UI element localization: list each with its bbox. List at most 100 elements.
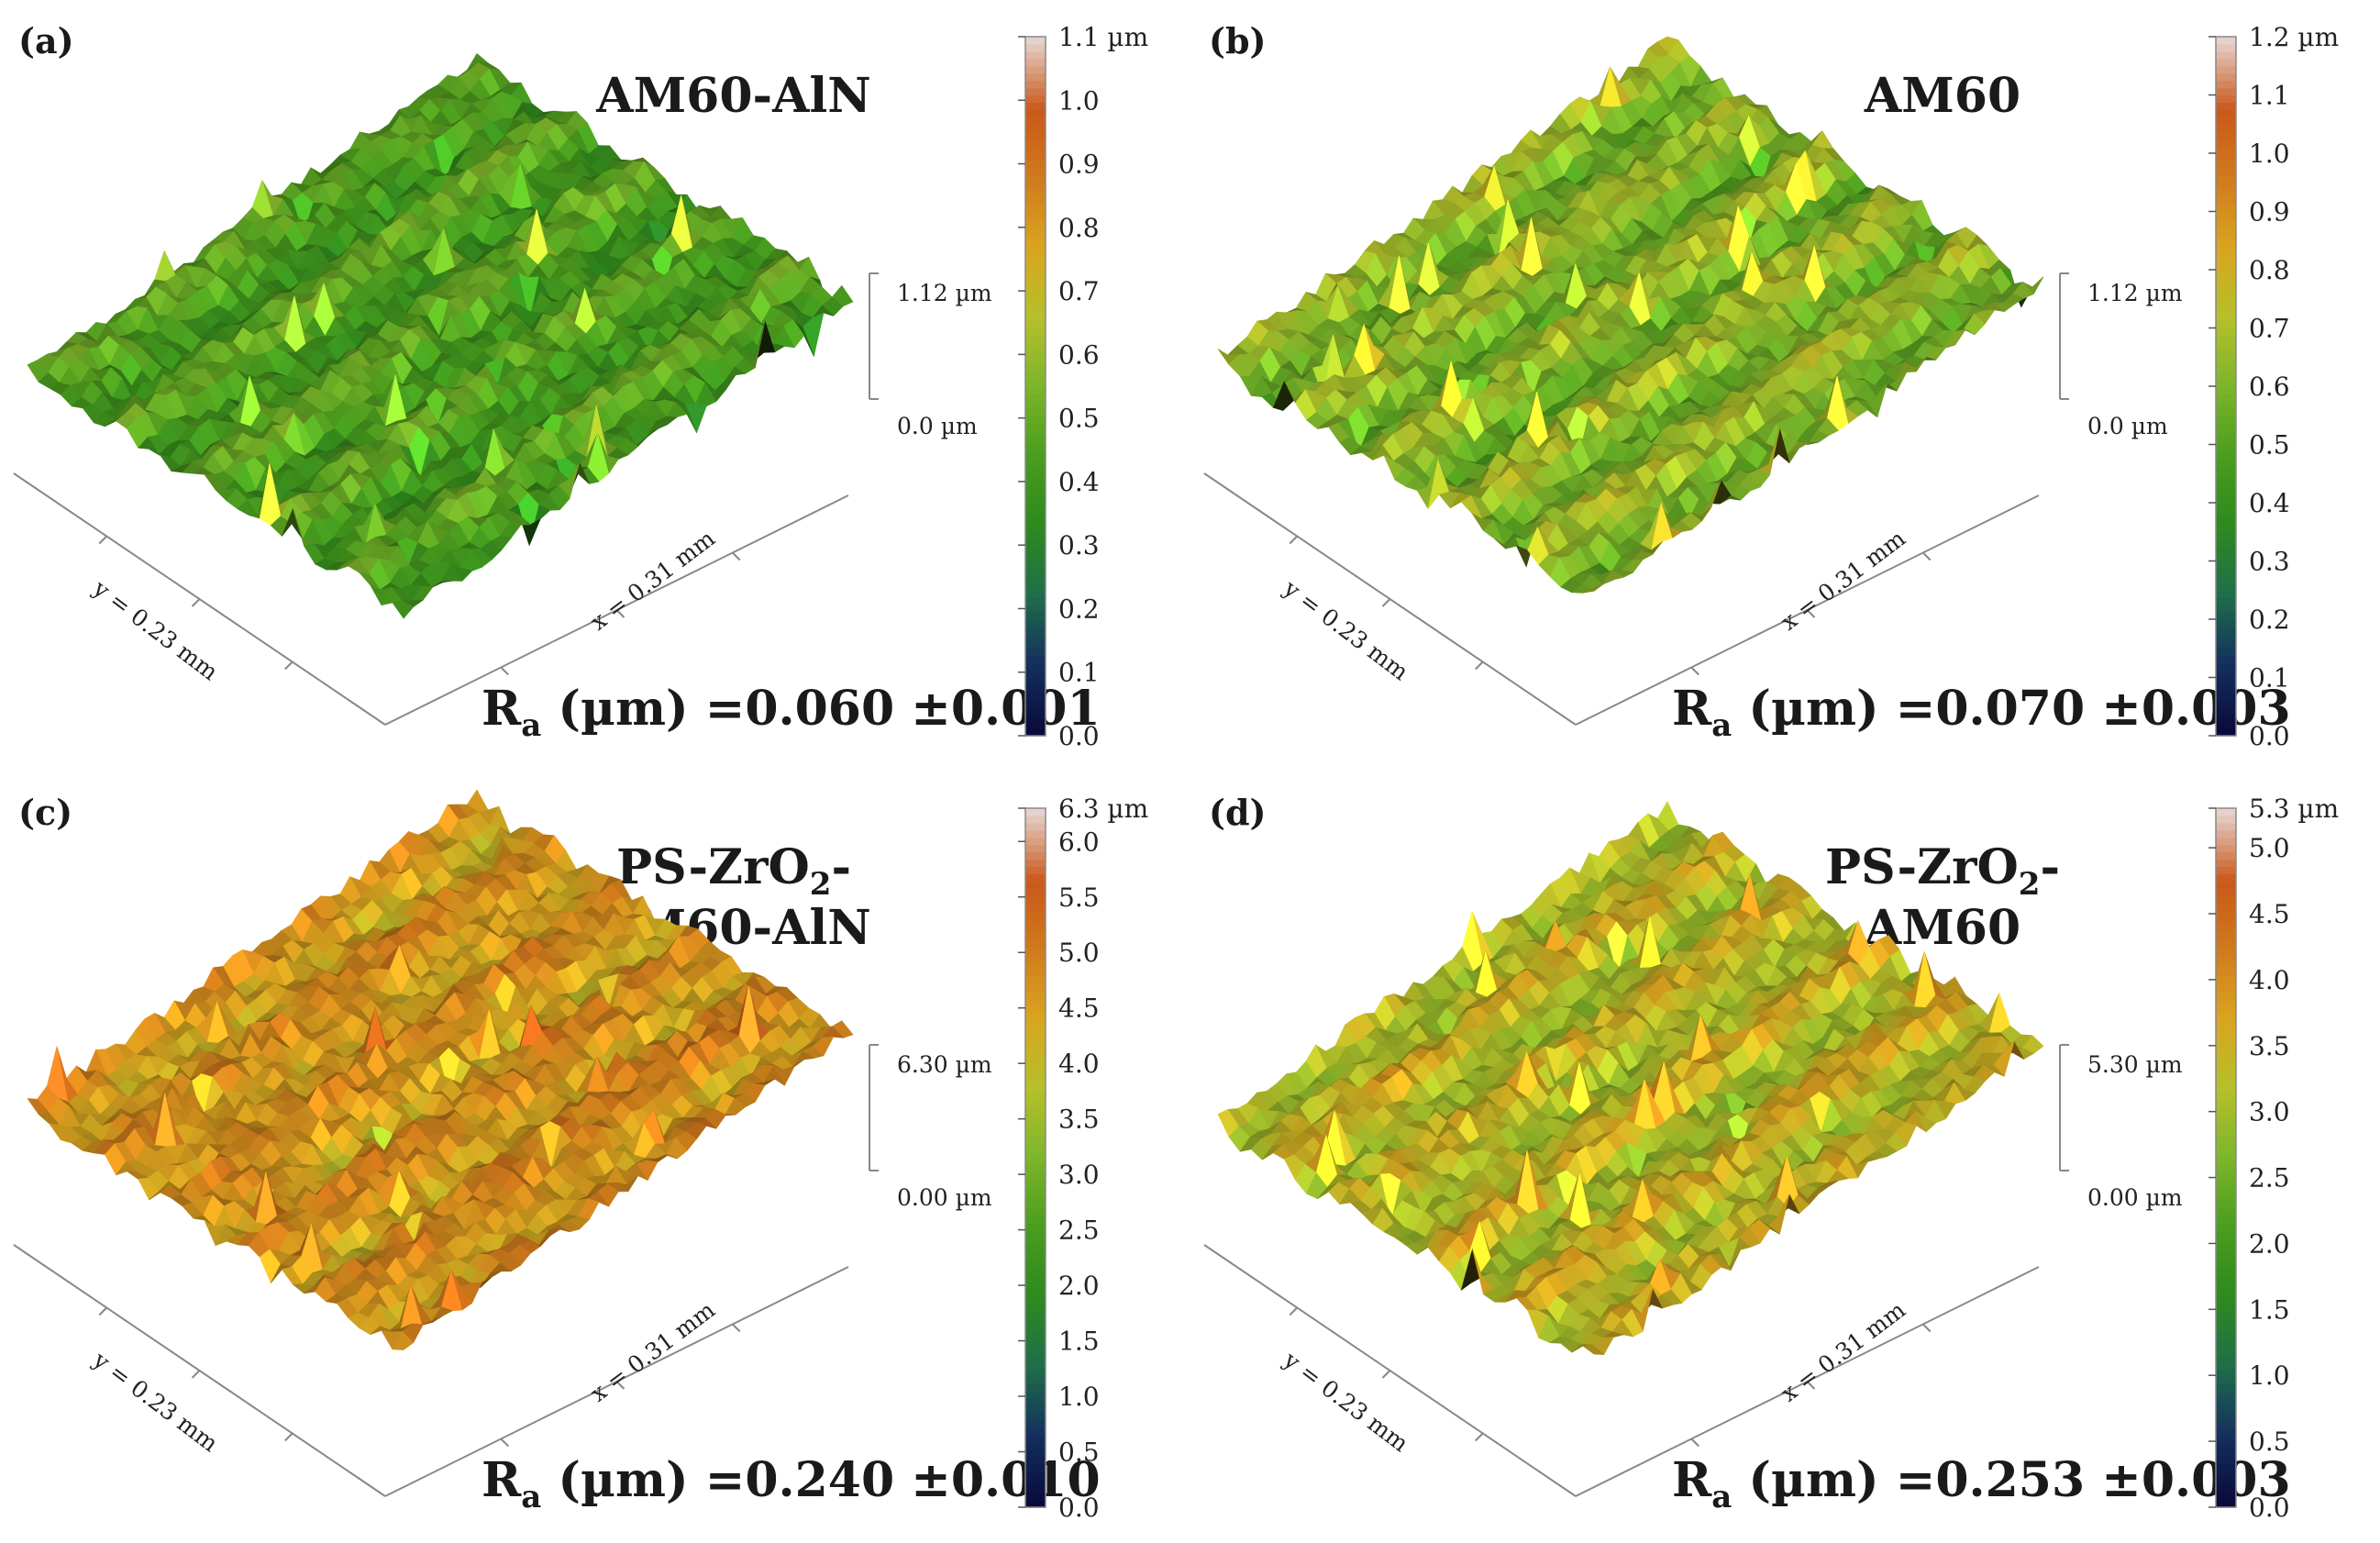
colorbar-swatch [2216,655,2236,664]
surface-facet [154,250,176,282]
surface-facet [392,600,415,619]
colorbar-swatch [2216,298,2236,307]
colorbar-swatch [2216,240,2236,249]
x-axis-tick [1690,666,1699,676]
panel-b-z-min-label: 0.0 µm [2087,413,2168,439]
colorbar-swatch [2216,415,2236,424]
colorbar-tick-label: 1.1 [2249,81,2290,111]
panel-a-title-line: AM60-AlN [595,68,870,124]
colorbar-swatch [2216,575,2236,583]
panel-b: (b) AM60 y = 0.23 mm x = 0.31 mm 1.12 µm 0.0 … [1190,0,2380,772]
colorbar-swatch [1025,262,1046,271]
colorbar-tick-label: 1.0 [2249,139,2290,169]
colorbar-swatch [2216,372,2236,380]
colorbar-swatch [1025,568,1046,576]
colorbar-swatch [2216,327,2236,337]
y-axis-tick [98,1306,107,1316]
colorbar-swatch [2216,626,2236,635]
ra-symbol: R [482,681,522,737]
colorbar-swatch [2216,597,2236,605]
colorbar-swatch [1025,429,1046,438]
colorbar-tick-label: 0.7 [1058,276,1100,306]
title-text-part: PS-ZrO [616,839,810,895]
colorbar-tick-label: 0.7 [2249,314,2290,344]
colorbar-swatch [1025,146,1046,154]
colorbar-swatch [1025,538,1046,548]
colorbar-tick-label: 0.4 [1058,467,1100,497]
colorbar-swatch [2216,516,2236,526]
colorbar-swatch [2216,612,2236,620]
colorbar-swatch [1025,546,1046,555]
colorbar-swatch [1025,255,1046,263]
colorbar-max-label: 1.2 µm [2249,22,2339,52]
y-axis-tick [191,598,201,607]
colorbar-swatch [2216,561,2236,570]
colorbar-swatch [1025,495,1046,504]
colorbar-swatch [2216,524,2236,533]
y-axis-tick [284,1432,293,1442]
colorbar-swatch [1025,524,1046,533]
panel-b-colorbar: 0.00.10.20.30.40.50.60.70.80.91.01.11.2 … [2208,22,2339,751]
x-axis-tick [500,666,509,676]
colorbar-tick-label: 0.2 [1058,594,1100,624]
colorbar-swatch [1025,160,1046,169]
panel-c-x-axis-label: x = 0.31 mm [585,1296,720,1407]
colorbar-swatch [1025,633,1046,642]
colorbar-swatch [1025,699,1046,707]
colorbar-swatch [1025,174,1046,183]
colorbar-swatch [1025,379,1046,387]
colorbar-swatch [1025,503,1046,511]
colorbar-swatch [2216,437,2236,446]
colorbar-swatch [2216,357,2236,365]
panel-c-label: (c) [18,792,72,833]
colorbar-swatch [1025,167,1046,176]
colorbar-swatch [2216,283,2236,293]
y-axis-tick [284,660,293,671]
colorbar-swatch [1025,196,1046,205]
colorbar-swatch [2216,131,2236,139]
colorbar-swatch [1025,451,1046,460]
colorbar-swatch [1025,58,1046,67]
panel-a-z-min-label: 0.0 µm [897,413,978,439]
colorbar-swatch [1025,189,1046,198]
colorbar-swatch [1025,364,1046,372]
colorbar-swatch [2216,692,2236,700]
x-axis-tick [615,609,625,618]
colorbar-swatch [2216,538,2236,548]
colorbar-swatch [2216,270,2236,278]
colorbar-swatch [1025,240,1046,249]
colorbar-swatch [1025,283,1046,293]
colorbar-swatch [2216,553,2236,562]
colorbar-swatch [1025,561,1046,570]
colorbar-tick-label: 0.2 [2249,605,2290,635]
panel-b-label: (b) [1209,20,1267,61]
colorbar-swatch [2216,262,2236,271]
colorbar-swatch [2216,670,2236,679]
colorbar-tick-label: 0.0 [1058,721,1100,751]
colorbar-swatch [1025,466,1046,474]
colorbar-swatch [1025,131,1046,139]
colorbar-swatch [2216,196,2236,205]
colorbar-swatch [2216,714,2236,722]
colorbar-swatch [1025,619,1046,627]
colorbar-swatch [2216,342,2236,350]
colorbar-swatch [1025,677,1046,686]
colorbar-swatch [1025,109,1046,117]
colorbar-swatch [1025,583,1046,591]
colorbar-swatch [1025,320,1046,329]
y-axis-tick [1289,535,1298,545]
colorbar-swatch [2216,531,2236,540]
colorbar-tick-label: 0.0 [2249,721,2290,751]
colorbar-tick-label: 0.1 [1058,658,1100,688]
colorbar-swatch [2216,633,2236,642]
colorbar-tick-label: 0.4 [2249,488,2290,518]
colorbar-swatch [2216,276,2236,285]
colorbar-swatch [1025,65,1046,74]
colorbar-swatch [2216,583,2236,591]
colorbar-swatch [2216,451,2236,460]
colorbar-swatch [1025,575,1046,583]
y-axis-tick [1381,598,1391,607]
colorbar-swatch [2216,677,2236,686]
colorbar-swatch [2216,568,2236,576]
colorbar-swatch [2216,509,2236,518]
